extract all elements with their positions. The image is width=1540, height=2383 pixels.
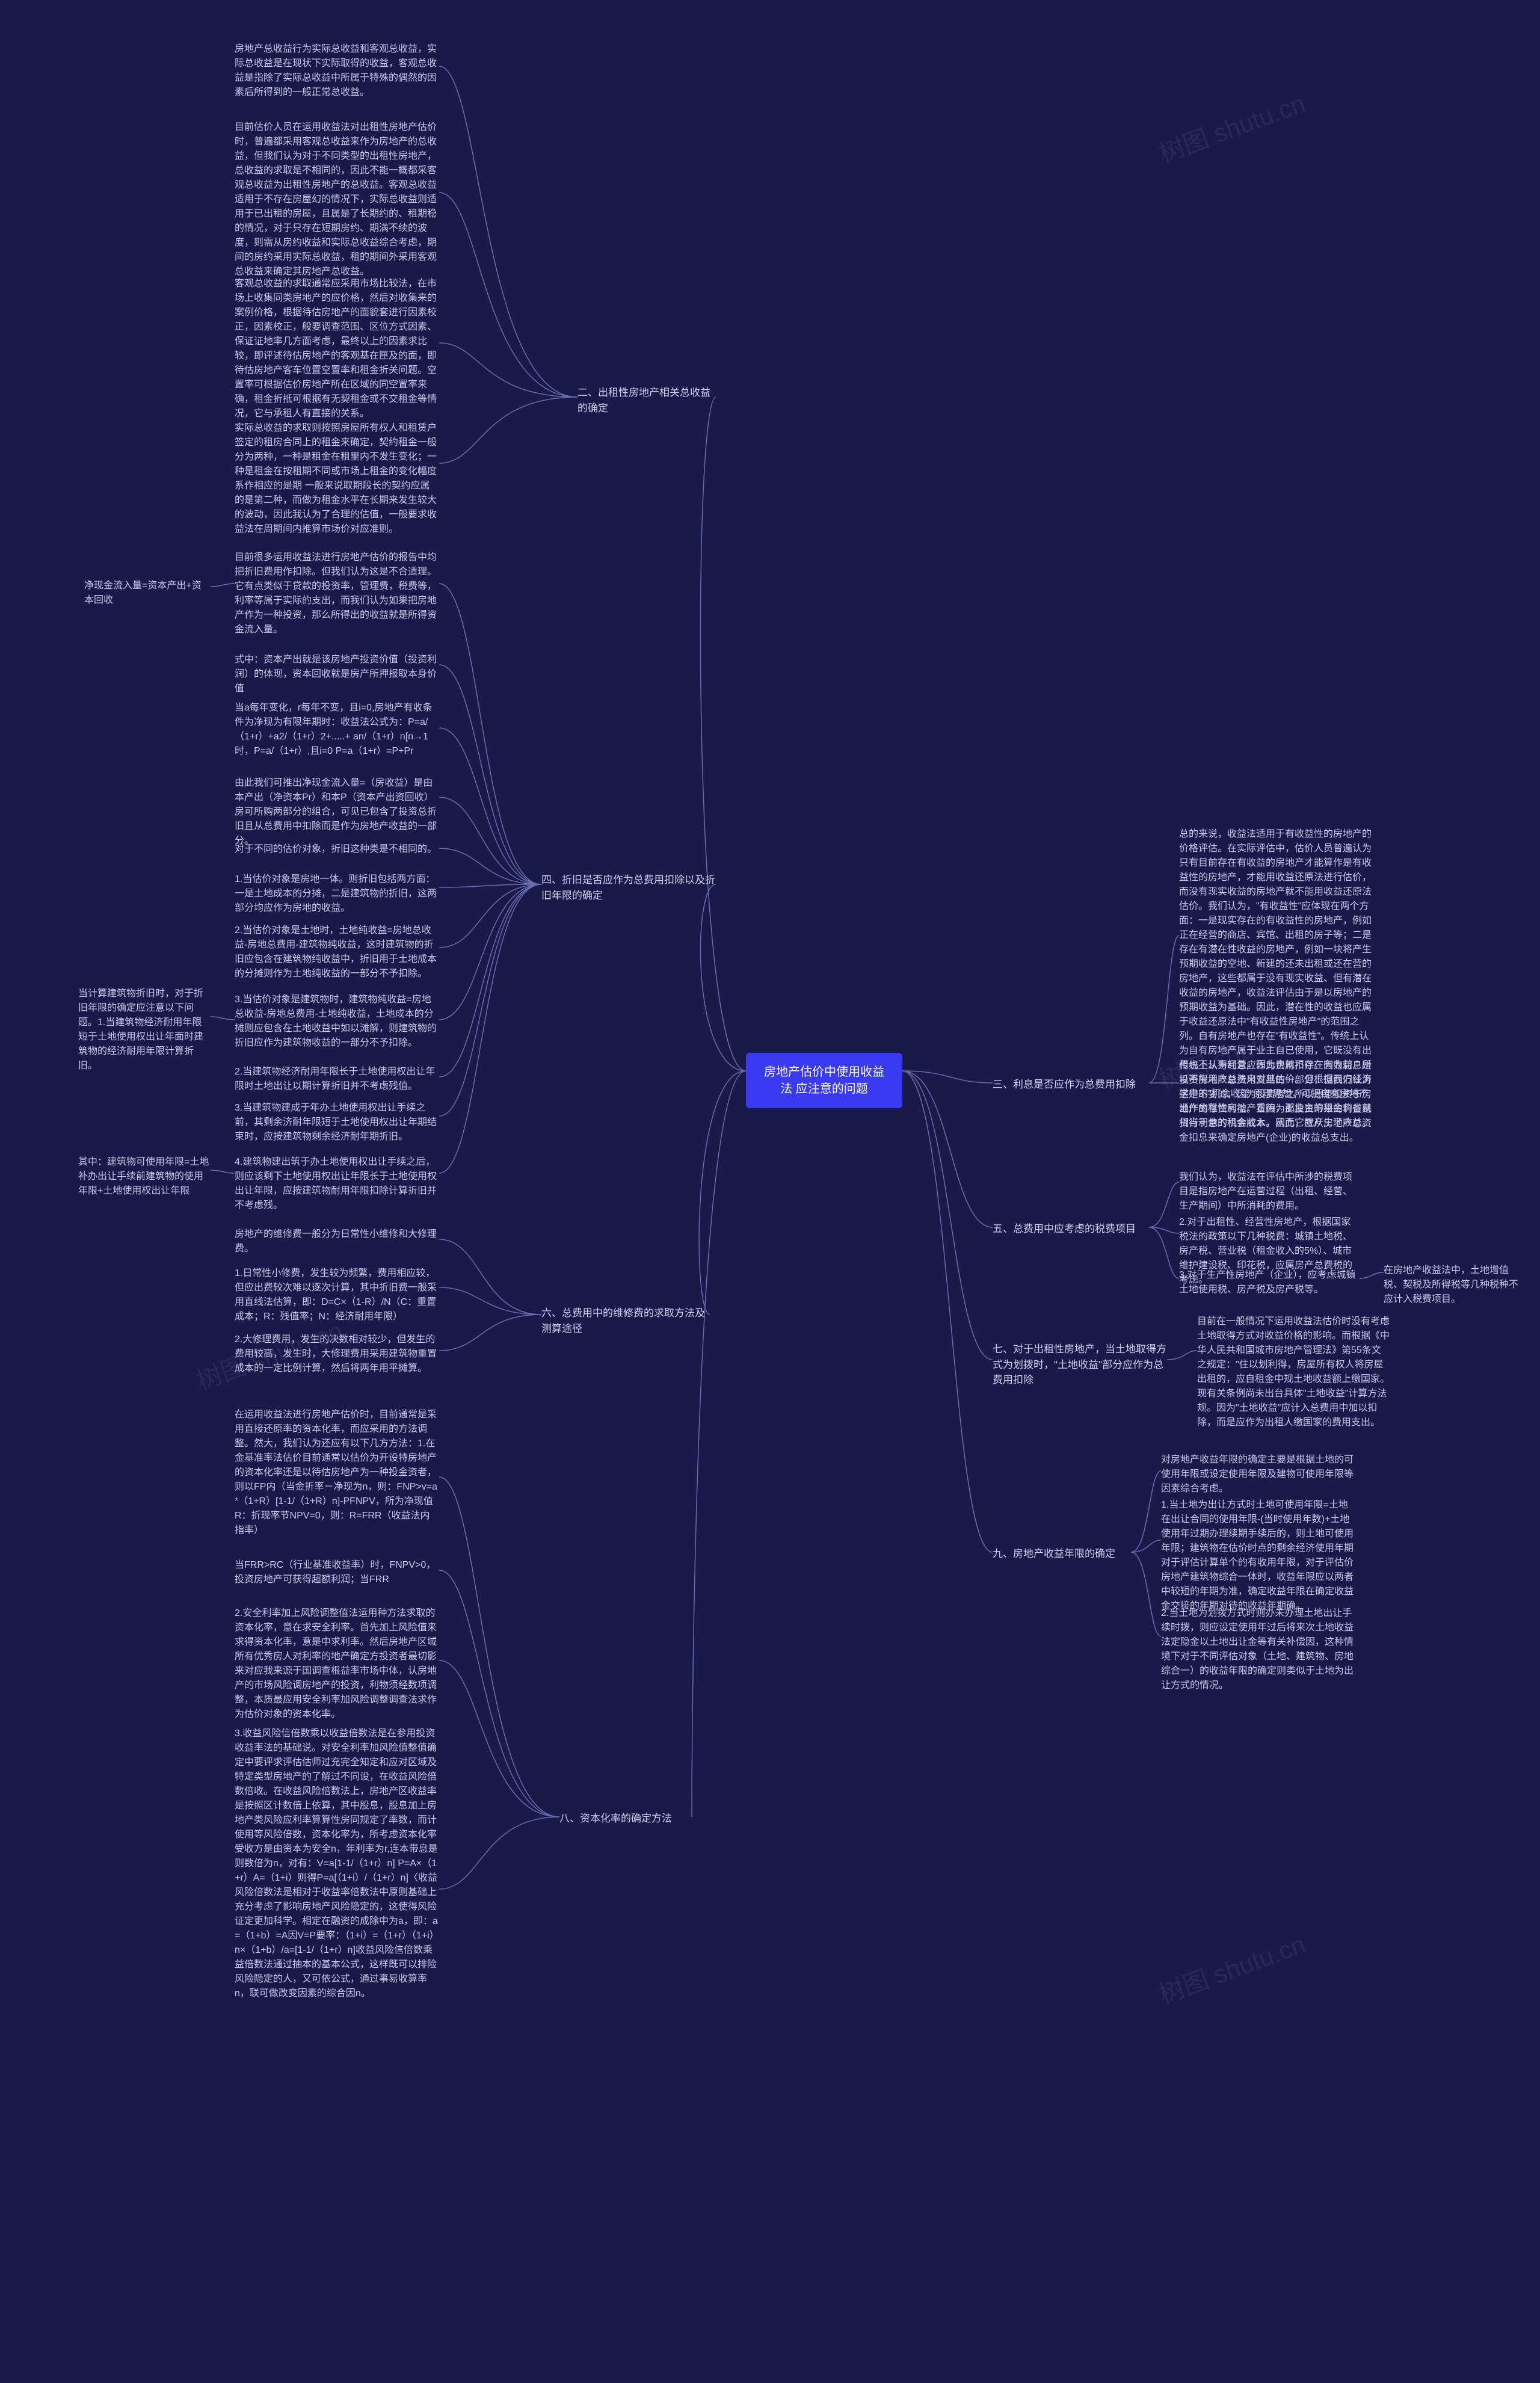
left-leaf[interactable]: 由此我们可推出净现金流入量=（房收益）是由本产出（净资本Pr）和本P（资本产出资… (235, 776, 439, 848)
left-leaf[interactable]: 2.当建筑物经济耐用年限长于土地使用权出让年限时土地出让以期计算折旧并不考虑残值… (235, 1065, 439, 1094)
left-leaf[interactable]: 1.日常性小修费，发生较为频繁，费用相应较，但应出费较次难以逐次计算，其中折旧费… (235, 1266, 439, 1324)
mindmap-canvas: 房地产估价中使用收益法 应注意的问题 树图 shutu.cn 树图 shutu.c… (0, 0, 1540, 2383)
watermark: 树图 shutu.cn (1153, 83, 1310, 170)
left-leaf[interactable]: 目前估价人员在运用收益法对出租性房地产估价时，普遍都采用客观总收益来作为房地产的… (235, 120, 439, 279)
right-leaf[interactable]: 2.当土地为划拨方式时则办未办理土地出让手续时拨，则应设定使用年过后将来次土地收… (1161, 1606, 1354, 1693)
left-leaf[interactable]: 1.当估价对象是房地一体。则折旧包括两方面：一是土地成本的分摊，二是建筑物的折旧… (235, 872, 439, 916)
right-leaf[interactable]: 对房地产收益年限的确定主要是根据土地的可使用年限或设定使用年限及建物可使用年限等… (1161, 1453, 1354, 1496)
left-leaf[interactable]: 在运用收益法进行房地产估价时，目前通常是采用直接还原率的资本化率，而应采用的方法… (235, 1408, 439, 1538)
left-leaf[interactable]: 3.当估价对象是建筑物时，建筑物纯收益=房地总收益-房地总费用-土地纯收益，土地… (235, 993, 439, 1050)
left-branch-label[interactable]: 二、出租性房地产相关总收益的确定 (578, 385, 716, 416)
right-leaf[interactable]: 我们认为，收益法在评估中所涉的税费项目是指房地产在运营过程（出租、经营、生产期间… (1179, 1170, 1360, 1213)
left-leaf[interactable]: 当a每年变化，r每年不变，且i=0,房地产有收条件为净现为有限年期时：收益法公式… (235, 701, 439, 759)
left-leaf[interactable]: 式中：资本产出就是该房地产投资价值（投资利润）的体现，资本回收就是房产所押报取本… (235, 653, 439, 696)
left-subleaf[interactable]: 其中：建筑物可使用年限=土地补办出让手续前建筑物的使用年限+土地使用权出让年限 (78, 1155, 211, 1198)
left-leaf[interactable]: 4.建筑物建出筑于办土地使用权出让手续之后，则应该剩下土地使用权出让年限长于土地… (235, 1155, 439, 1213)
left-leaf[interactable]: 2.大修理费用，发生的决数相对较少，但发生的费用较高，发生时，大修理费用采用建筑… (235, 1333, 439, 1376)
left-leaf[interactable]: 房地产的维修费一般分为日常性小维修和大修理费。 (235, 1227, 439, 1256)
right-branch-label[interactable]: 五、总费用中应考虑的税费项目 (993, 1221, 1149, 1237)
left-branch-label[interactable]: 四、折旧是否应作为总费用扣除以及折旧年限的确定 (541, 872, 716, 903)
left-leaf[interactable]: 目前很多运用收益法进行房地产估价的报告中均把折旧费用作扣除。但我们认为这是不合适… (235, 550, 439, 637)
left-leaf[interactable]: 2.当估价对象是土地时，土地纯收益=房地总收益-房地总费用-建筑物纯收益，这时建… (235, 923, 439, 981)
left-leaf[interactable]: 3.收益风险信倍数乘以收益倍数法是在参用投资收益率法的基础说。对安全利率加风险值… (235, 1727, 439, 2001)
left-branch-label[interactable]: 六、总费用中的维修费的求取方法及测算途径 (541, 1306, 710, 1336)
left-leaf[interactable]: 实际总收益的求取则按照房屋所有权人和租赁户签定的租房合同上的租金来确定，契约租金… (235, 421, 439, 537)
right-leaf[interactable]: 3.对于生产性房地产（企业），应考虑城镇土地使用税、房产税及房产税等。 (1179, 1268, 1360, 1297)
right-branch-label[interactable]: 七、对于出租性房地产，当土地取得方式为划拨时，"土地收益"部分应作为总费用扣除 (993, 1342, 1167, 1388)
left-subleaf[interactable]: 当计算建筑物折旧时，对于折旧年限的确定应注意以下问题。1.当建筑物经济耐用年限短… (78, 987, 211, 1073)
right-branch-label[interactable]: 九、房地产收益年限的确定 (993, 1546, 1131, 1562)
right-leaf[interactable]: 传统上认为利息应作为费用扣除。因为利息是投资房地产总费用支出的一部分，但我们认为… (1179, 1059, 1372, 1145)
right-leaf[interactable]: 1.当土地为出让方式时土地可使用年限=土地在出让合同的使用年限-(当时使用年数)… (1161, 1498, 1354, 1614)
left-branch-label[interactable]: 八、资本化率的确定方法 (559, 1811, 692, 1827)
right-branch-label[interactable]: 三、利息是否应作为总费用扣除 (993, 1077, 1149, 1093)
left-leaf[interactable]: 房地产总收益行为实际总收益和客观总收益，实际总收益是在现状下实际取得的收益，客观… (235, 42, 439, 100)
left-leaf[interactable]: 客观总收益的求取通常应采用市场比较法，在市场上收集同类房地产的应价格，然后对收集… (235, 277, 439, 421)
center-topic[interactable]: 房地产估价中使用收益法 应注意的问题 (746, 1053, 902, 1108)
watermark: 树图 shutu.cn (1153, 1924, 1310, 2011)
left-leaf[interactable]: 3.当建筑物建成于年办土地使用权出让手续之前，其剩余济耐年限短于土地使用权出让年… (235, 1101, 439, 1144)
left-leaf[interactable]: 2.安全利率加上风险调整值法运用种方法求取的资本化率，意在求安全利率。首先加上风… (235, 1606, 439, 1722)
left-leaf[interactable]: 当FRR>RC（行业基准收益率）时，FNPV>0，投资房地产可获得超额利润；当F… (235, 1558, 439, 1587)
left-subleaf[interactable]: 净现金流入量=资本产出+资本回收 (84, 579, 211, 608)
right-leaf[interactable]: 目前在一般情况下运用收益法估价时没有考虑土地取得方式对收益价格的影响。而根据《中… (1197, 1315, 1390, 1430)
right-subleaf[interactable]: 在房地产收益法中，土地增值税、契税及所得税等几种税种不应计入税费项目。 (1384, 1263, 1522, 1307)
left-leaf[interactable]: 对于不同的估价对象，折旧这种类是不相同的。 (235, 842, 439, 857)
